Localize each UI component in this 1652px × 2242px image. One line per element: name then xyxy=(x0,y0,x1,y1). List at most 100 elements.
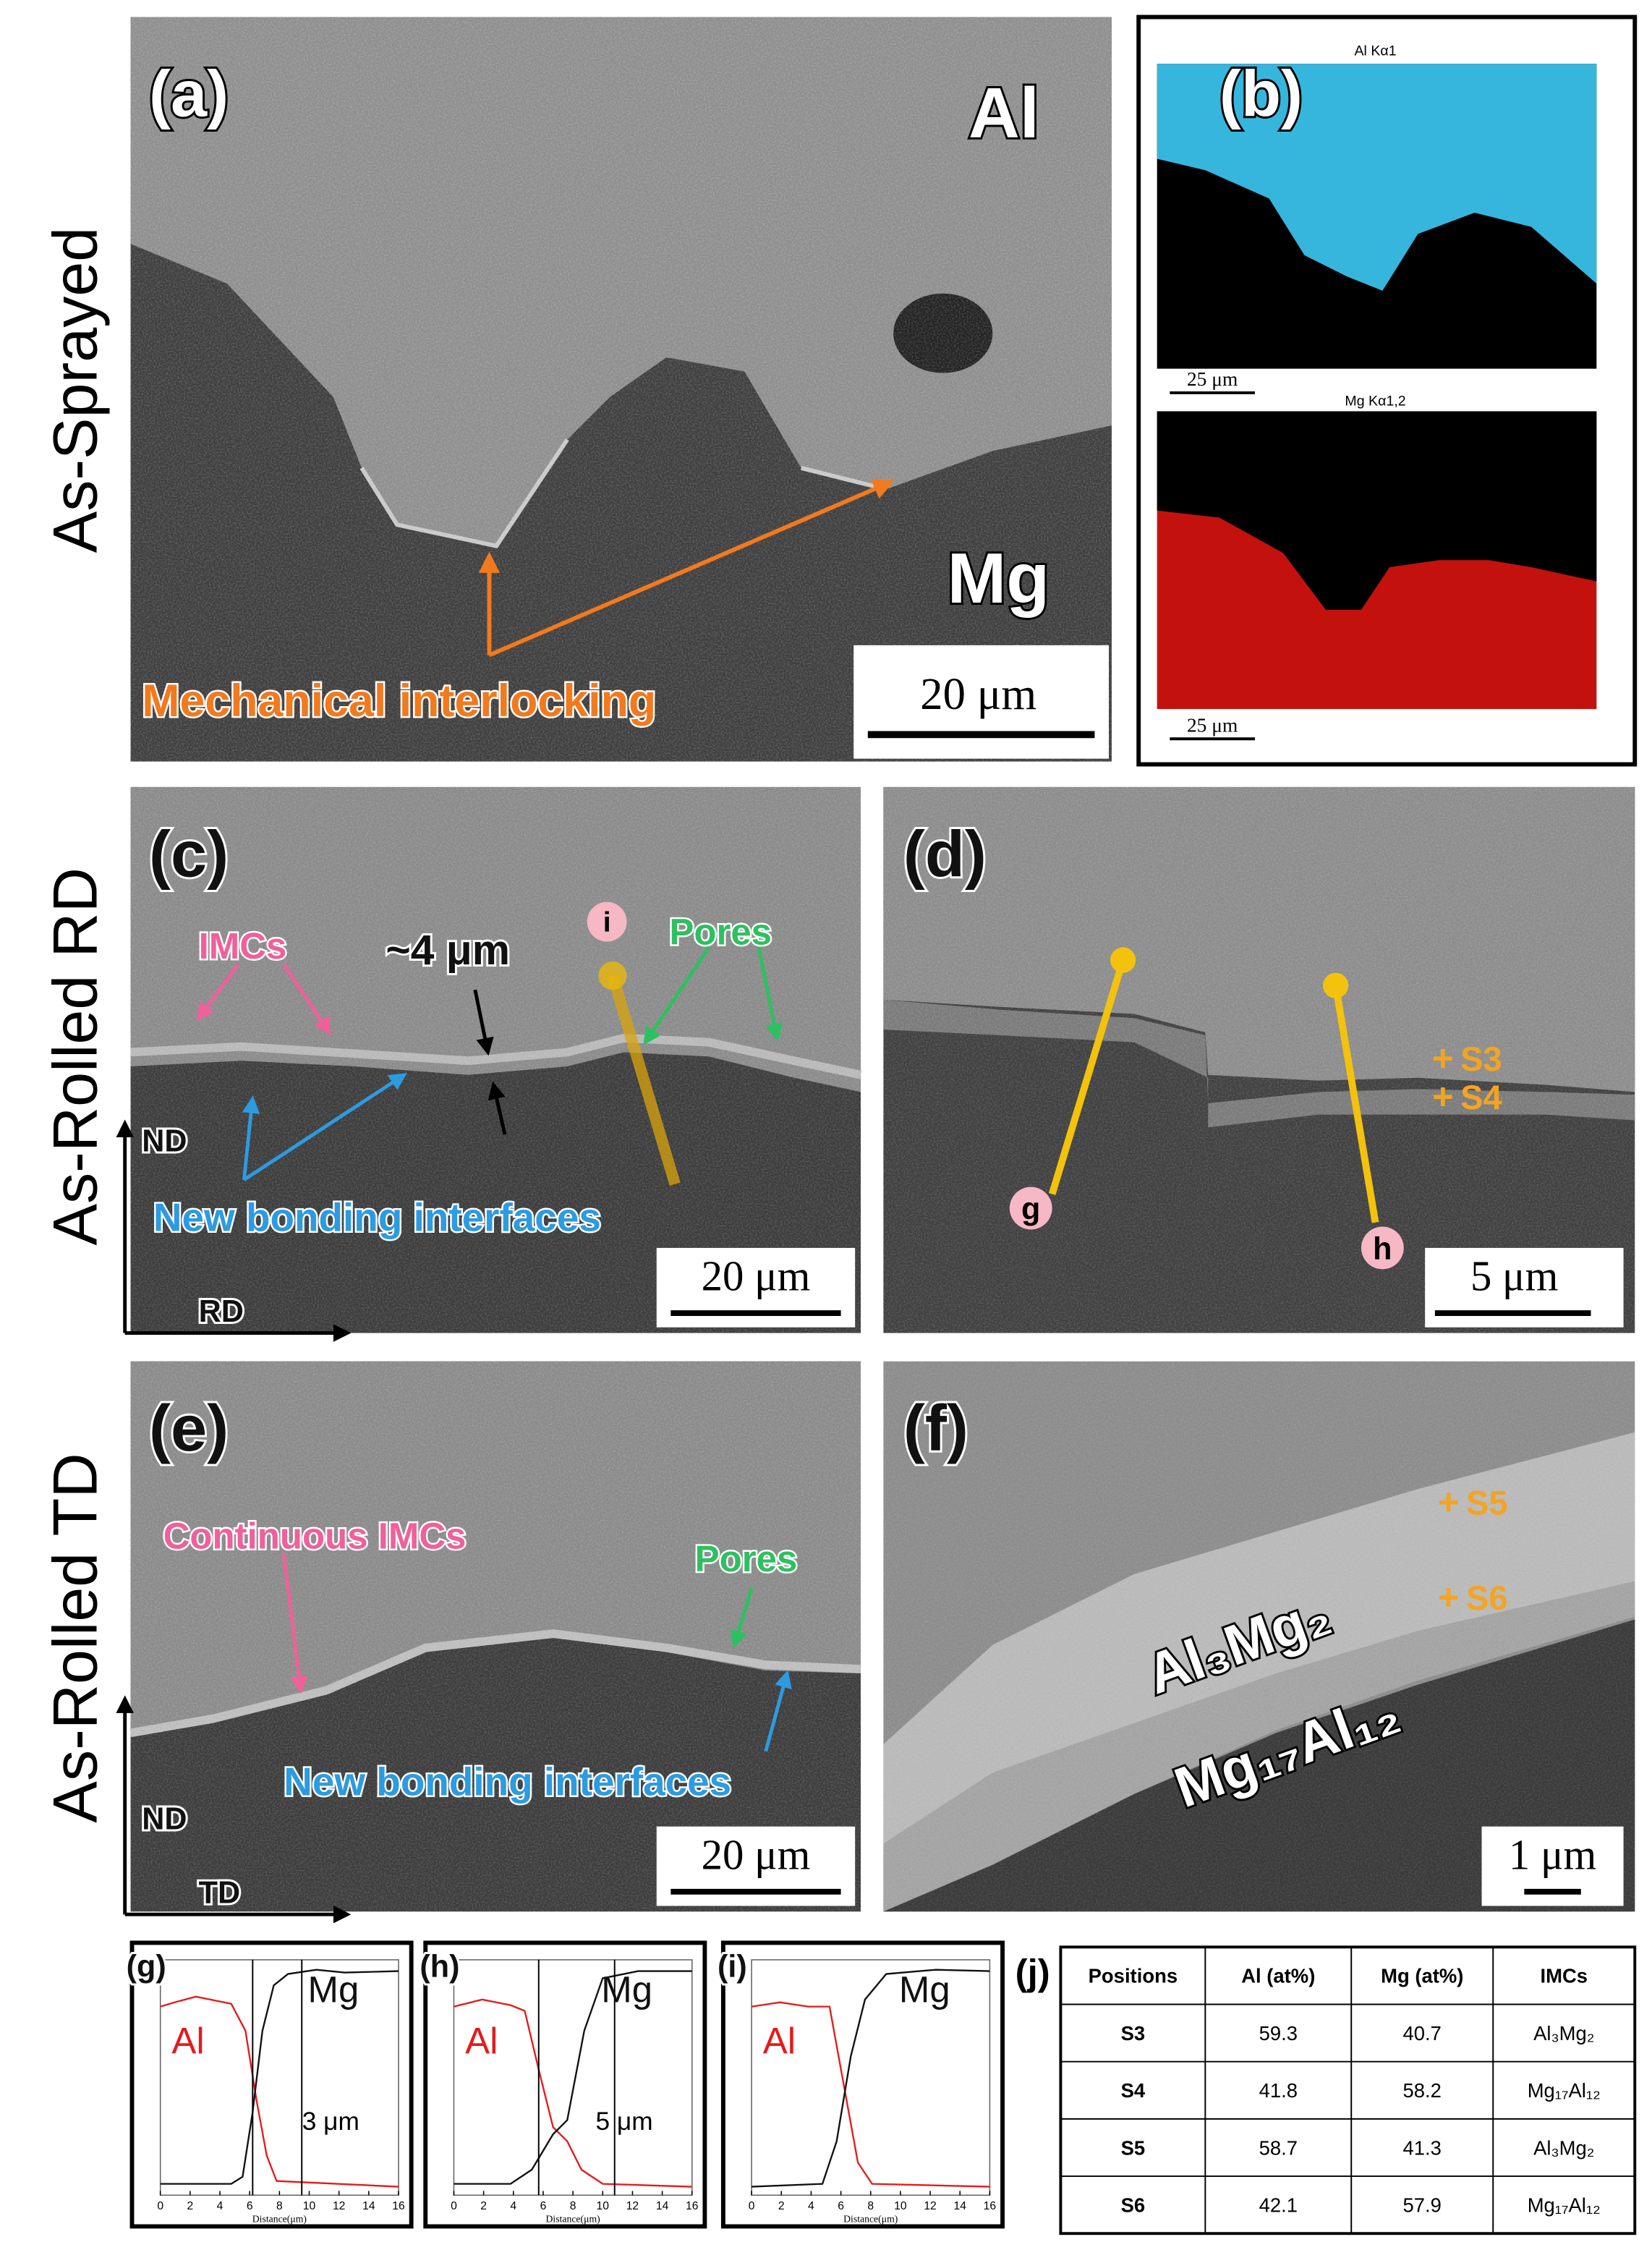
table-cell: 41.8 xyxy=(1259,2079,1298,2102)
annotation: Pores xyxy=(695,1538,798,1579)
table-cell: 42.1 xyxy=(1259,2194,1298,2216)
table-cell: Mg₁₇Al₁₂ xyxy=(1528,2194,1601,2216)
panel-label: (e) xyxy=(149,1392,229,1465)
panel-b: (b) Al Kα1 25 μm Mg Kα1,2 25 μm xyxy=(1136,14,1638,767)
panel-label: (j) xyxy=(1016,1952,1050,1993)
annotation: IMCs xyxy=(199,925,287,967)
x-tick-label: 6 xyxy=(838,2200,844,2212)
panel-label: (b) xyxy=(1219,58,1303,131)
x-tick-label: 10 xyxy=(894,2200,907,2212)
table-header: Positions xyxy=(1089,1965,1178,1987)
scale-bar-label: 1 μm xyxy=(1509,1831,1596,1878)
x-axis-label: Distance(μm) xyxy=(252,2214,307,2225)
panel-label: (g) xyxy=(127,1949,166,1984)
table-cell: 58.2 xyxy=(1403,2079,1442,2102)
curve-label: Mg xyxy=(601,1969,652,2010)
line-label: h xyxy=(1373,1232,1392,1267)
x-tick-label: 4 xyxy=(217,2200,223,2212)
curve-label: Al xyxy=(465,2020,498,2061)
x-tick-label: 12 xyxy=(626,2200,639,2212)
x-tick-label: 0 xyxy=(749,2200,755,2212)
annotation: New bonding interfaces xyxy=(153,1194,601,1239)
scale-bar-label: 25 μm xyxy=(1187,368,1238,390)
x-tick-label: 2 xyxy=(187,2200,194,2212)
row-label: As-Sprayed xyxy=(41,227,111,553)
x-tick-label: 10 xyxy=(597,2200,610,2212)
curve-label: Al xyxy=(763,2020,796,2061)
profile-h: 0 2 4 6 8 10 12 14 16 Distance(μm) (h) Al Mg 5 μm xyxy=(417,1940,707,2229)
map-title: Mg Kα1,2 xyxy=(1345,394,1405,409)
profile-i: 0 2 4 6 8 10 12 14 16 Distance(μm) (i) Al Mg xyxy=(715,1940,1005,2229)
x-tick-label: 14 xyxy=(656,2200,669,2212)
x-tick-label: 16 xyxy=(984,2200,997,2212)
table-cell: 40.7 xyxy=(1403,2022,1442,2044)
scale-bar-label: 20 μm xyxy=(920,668,1036,719)
panel-label: (f) xyxy=(903,1392,968,1465)
axis-label: RD xyxy=(199,1294,244,1329)
x-tick-label: 8 xyxy=(867,2200,874,2212)
table-cell: 58.7 xyxy=(1259,2136,1298,2159)
panel-c: (c) IMCs ~4 μm i Pores ND New bonding in… xyxy=(116,786,862,1342)
table-header: Al (at%) xyxy=(1241,1965,1315,1987)
row-label: As-Rolled TD xyxy=(41,1453,111,1822)
axis-label: TD xyxy=(199,1876,240,1911)
point-marker: + xyxy=(1438,1576,1460,1618)
point-marker: + xyxy=(1432,1076,1454,1117)
panel-d: (d) + S3 + S4 g h 5 μm xyxy=(883,786,1635,1333)
panel-label: (d) xyxy=(903,818,987,891)
table-cell: S3 xyxy=(1121,2022,1146,2044)
table-cell: S6 xyxy=(1121,2194,1146,2216)
panel-e: (e) Continuous IMCs Pores New bonding in… xyxy=(116,1361,861,1924)
x-tick-label: 16 xyxy=(392,2200,405,2212)
panel-label: (a) xyxy=(149,58,229,131)
point-label: S6 xyxy=(1466,1579,1508,1617)
scale-bar-label: 25 μm xyxy=(1187,714,1238,736)
panel-a: (a) Al Mg Mechanical interlocking 20 μm xyxy=(130,17,1112,762)
curve-label: Mg xyxy=(899,1969,950,2010)
panel-label: (c) xyxy=(149,818,229,891)
x-tick-label: 4 xyxy=(510,2200,516,2212)
table: Positions Al (at%) Mg (at%) IMCs S3 59.3 40.7 A… xyxy=(1059,1945,1637,2235)
table-cell: S5 xyxy=(1121,2136,1146,2159)
x-tick-label: 2 xyxy=(480,2200,487,2212)
table-cell: Al₃Mg₂ xyxy=(1533,2022,1594,2044)
table-header: IMCs xyxy=(1540,1965,1588,1987)
table-header: Mg (at%) xyxy=(1381,1965,1463,1987)
point-marker: + xyxy=(1432,1037,1454,1079)
annotation: New bonding interfaces xyxy=(284,1759,731,1804)
scale-bar-label: 5 μm xyxy=(1470,1253,1558,1300)
x-tick-label: 8 xyxy=(276,2200,283,2212)
annotation: ~4 μm xyxy=(386,927,510,974)
panel-label: (h) xyxy=(420,1949,459,1984)
point-marker: + xyxy=(1438,1481,1460,1522)
line-label: g xyxy=(1021,1192,1040,1227)
curve-label: Al xyxy=(171,2020,204,2061)
x-tick-label: 6 xyxy=(247,2200,253,2212)
profile-g: 0 2 4 6 8 10 12 14 16 Distance(μm) (g) Al Mg 3 μm xyxy=(124,1940,414,2229)
phase-label: Al xyxy=(968,73,1039,153)
curve-label: Mg xyxy=(308,1969,359,2010)
annotation: Mechanical interlocking xyxy=(142,676,656,726)
x-tick-label: 12 xyxy=(333,2200,345,2212)
line-label: i xyxy=(603,907,611,938)
map-title: Al Kα1 xyxy=(1354,43,1396,59)
x-tick-label: 14 xyxy=(954,2200,967,2212)
annotation: Pores xyxy=(669,911,772,952)
x-tick-label: 0 xyxy=(451,2200,457,2212)
row-label: As-Rolled RD xyxy=(41,867,111,1245)
table-cell: 59.3 xyxy=(1259,2022,1298,2044)
point-label: S5 xyxy=(1466,1483,1508,1521)
table-cell: Mg₁₇Al₁₂ xyxy=(1528,2079,1601,2102)
table-cell: 41.3 xyxy=(1403,2136,1442,2159)
point-label: S4 xyxy=(1460,1078,1502,1116)
phase-label: Mg xyxy=(948,538,1050,618)
x-tick-label: 10 xyxy=(303,2200,316,2212)
table-cell: S4 xyxy=(1121,2079,1146,2102)
table-cell: Al₃Mg₂ xyxy=(1533,2136,1594,2159)
x-axis-label: Distance(μm) xyxy=(843,2214,898,2225)
x-tick-label: 14 xyxy=(362,2200,375,2212)
axis-label: ND xyxy=(142,1124,187,1159)
